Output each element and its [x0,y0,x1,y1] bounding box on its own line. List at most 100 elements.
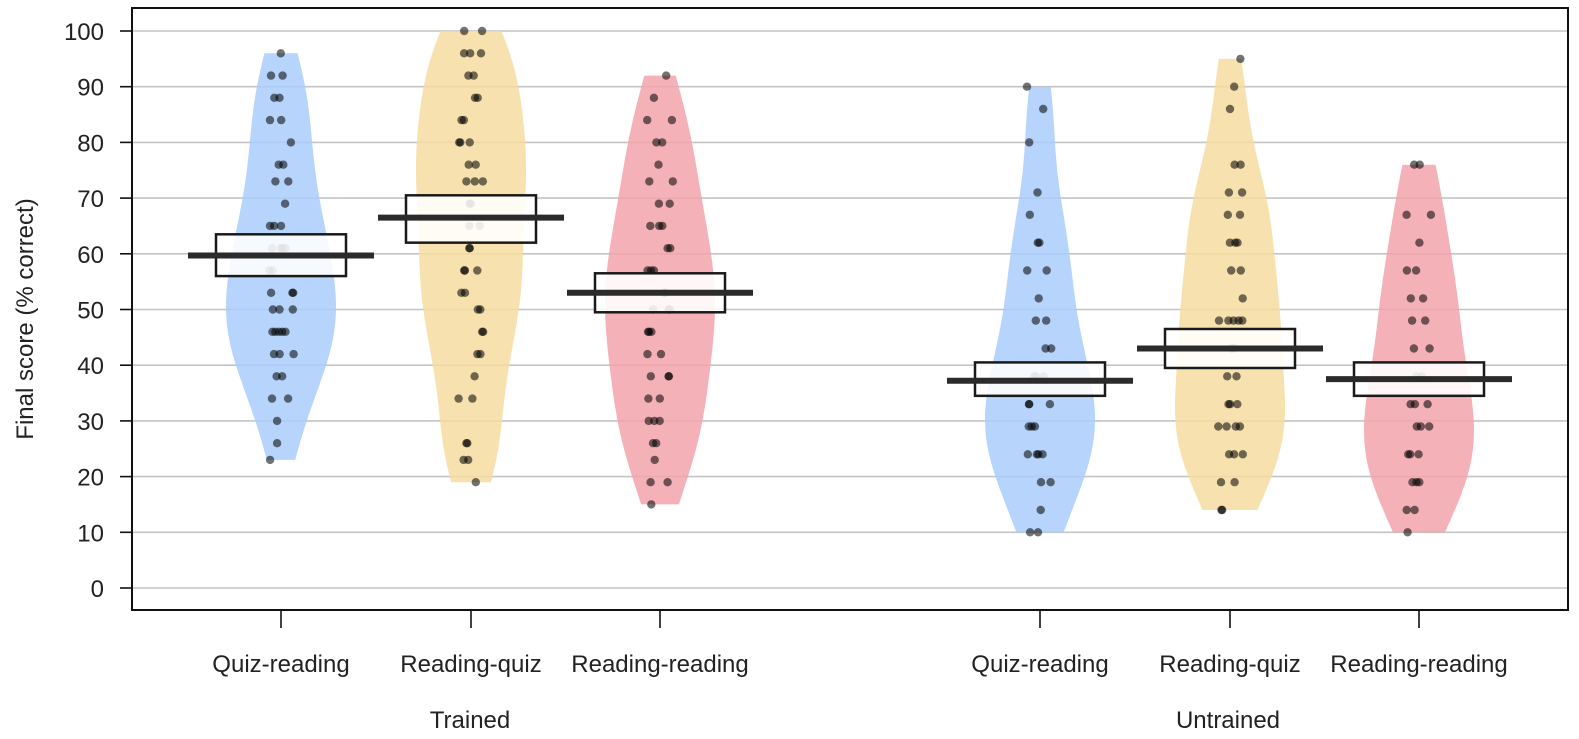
data-point [266,71,276,80]
data-point [288,305,297,314]
bean-untrained-reading-quiz [1175,58,1285,511]
data-point [650,455,659,465]
data-point [267,394,277,403]
data-point [477,327,487,336]
data-point [278,71,287,80]
data-point [477,26,487,36]
data-point [1236,54,1245,64]
data-point [459,115,468,125]
data-point [269,221,279,231]
bean-untrained-quiz-reading [985,86,1095,533]
y-tick-label: 50 [77,298,104,325]
data-point [1238,316,1247,325]
data-point [470,177,479,186]
data-point [1406,450,1415,459]
data-point [459,49,469,58]
data-point [662,71,671,80]
data-point [463,439,472,448]
bean-trained-reading-quiz [416,31,526,483]
data-point [1237,188,1247,197]
data-point [289,349,298,359]
data-point [1402,210,1411,219]
x-tick-label: Quiz-reading [212,651,349,678]
data-point [656,349,666,359]
data-point [1415,238,1424,247]
x-tick-label: Reading-quiz [1159,651,1300,678]
data-point [644,416,653,426]
data-point [1222,422,1231,431]
data-point [1022,82,1032,91]
data-point [1232,372,1241,381]
data-point [471,478,480,487]
data-point [1214,316,1224,325]
data-point [667,115,677,125]
data-point [283,394,293,403]
data-point [1214,422,1223,431]
data-point [643,349,652,359]
y-tick-label: 30 [77,409,104,436]
y-tick-label: 40 [77,353,104,380]
data-point [1025,138,1034,147]
data-point [1033,188,1042,197]
data-point [666,244,675,253]
data-point [289,288,298,297]
data-point [1042,266,1051,275]
data-point [266,288,276,297]
data-point [1041,344,1050,353]
data-point [1227,266,1236,275]
data-point [464,455,473,465]
data-point [284,177,293,186]
data-point [658,138,667,147]
data-point [655,221,664,231]
data-point [272,372,281,381]
y-axis-title: Final score (% correct) [12,198,39,439]
gridlines [132,30,1568,589]
data-point [1231,422,1241,431]
data-point [1418,294,1428,303]
data-point [1409,344,1419,353]
data-point [1225,104,1235,114]
data-point [1036,505,1045,515]
data-point [460,26,469,36]
data-point [281,327,290,336]
data-point [1229,450,1239,459]
data-point [464,160,473,169]
data-point [1025,400,1034,409]
y-tick-label: 60 [77,242,104,269]
group-label-untrained: Untrained [1176,707,1280,734]
y-tick-label: 10 [77,520,104,547]
data-point [1233,400,1242,409]
data-point [1411,266,1421,275]
data-point [462,177,471,186]
x-axis: Quiz-reading Reading-quiz Reading-reading T… [212,610,1508,734]
data-point [646,478,655,487]
data-point [286,138,296,147]
data-point [1402,505,1411,515]
y-tick-label: 20 [77,465,104,492]
data-point [1410,160,1419,169]
x-tick-label: Reading-reading [571,651,748,678]
data-point [466,49,475,58]
data-point [277,115,286,125]
data-point [1224,316,1233,325]
data-point [275,93,284,103]
data-point [473,349,482,359]
data-point [460,288,470,297]
bean-shapes [226,31,1474,533]
data-point [1223,210,1233,219]
data-point [1410,400,1420,409]
ci-boxes [188,194,1512,398]
data-point [1031,316,1041,325]
data-point [265,455,275,465]
data-point [460,266,469,275]
data-point [1224,188,1234,197]
data-point [654,199,664,208]
data-point [1230,82,1239,91]
data-point [276,221,286,231]
data-point [468,394,477,403]
data-point [1036,478,1046,487]
data-point [1230,478,1239,487]
data-point [1236,266,1246,275]
y-tick-label: 80 [77,130,104,157]
data-point [265,115,275,125]
